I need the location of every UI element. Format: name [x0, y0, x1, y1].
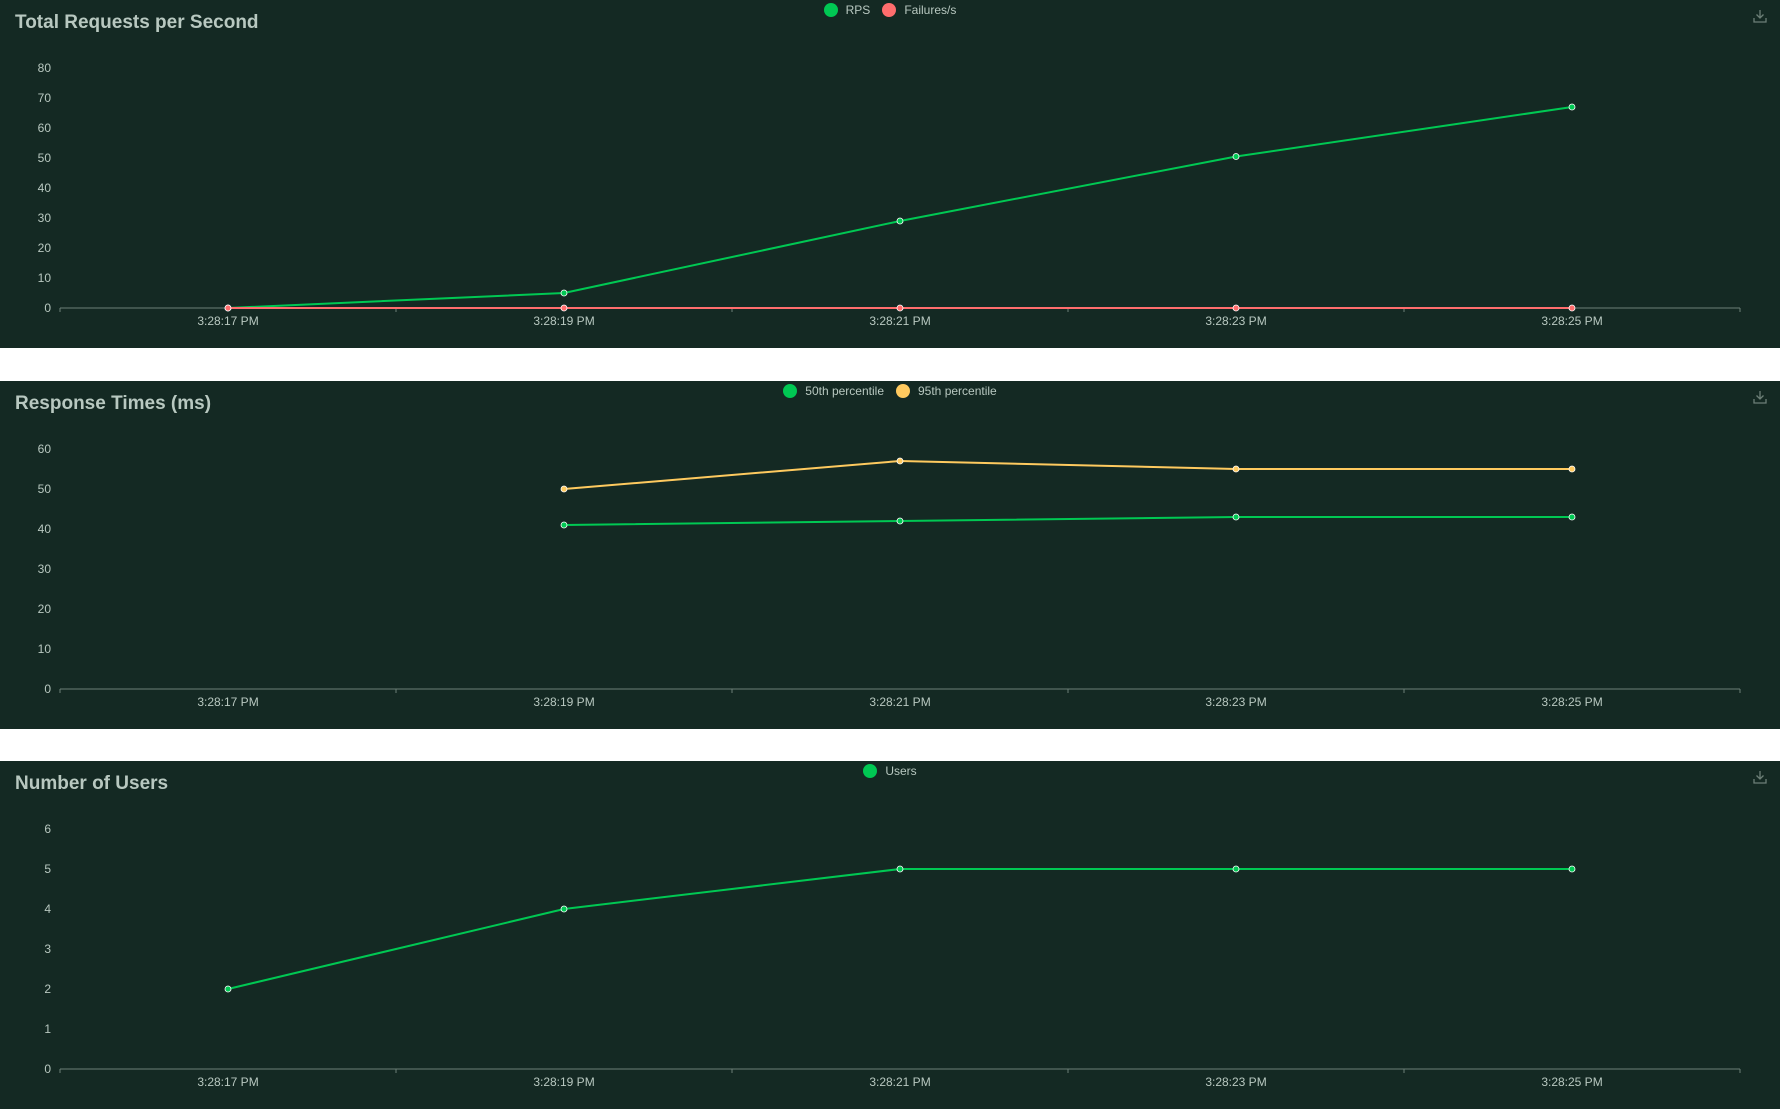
- x-tick-label: 3:28:21 PM: [869, 695, 930, 709]
- y-tick-label: 0: [44, 682, 51, 696]
- legend-marker: [882, 3, 897, 17]
- x-tick-label: 3:28:25 PM: [1541, 314, 1602, 328]
- y-tick-label: 20: [38, 602, 52, 616]
- x-tick-label: 3:28:21 PM: [869, 314, 930, 328]
- y-tick-label: 2: [44, 982, 51, 996]
- data-point: [560, 304, 568, 312]
- data-point: [1232, 513, 1240, 521]
- x-tick-label: 3:28:25 PM: [1541, 1075, 1602, 1089]
- data-point: [560, 485, 568, 493]
- y-tick-label: 0: [44, 1062, 51, 1076]
- chart-title: Response Times (ms): [15, 393, 212, 414]
- legend-item-rps[interactable]: RPS: [823, 3, 871, 17]
- y-tick-label: 60: [38, 442, 52, 456]
- y-tick-label: 60: [38, 121, 52, 135]
- data-point: [1232, 304, 1240, 312]
- y-tick-label: 1: [44, 1022, 51, 1036]
- series-line: [563, 516, 1572, 526]
- y-tick-label: 10: [38, 642, 52, 656]
- y-tick-label: 0: [44, 301, 51, 315]
- legend-marker: [783, 384, 798, 398]
- legend-item-95th-percentile[interactable]: 95th percentile: [896, 384, 997, 398]
- data-point: [896, 457, 904, 465]
- data-point: [224, 304, 232, 312]
- data-point: [1568, 304, 1576, 312]
- legend-label: 50th percentile: [805, 384, 884, 398]
- y-tick-label: 20: [38, 241, 52, 255]
- data-point: [896, 865, 904, 873]
- y-tick-label: 30: [38, 211, 52, 225]
- data-point: [896, 304, 904, 312]
- y-tick-label: 70: [38, 91, 52, 105]
- data-point: [560, 521, 568, 529]
- chart-legend: RPS Failures/s: [0, 3, 1780, 17]
- series-line: [227, 106, 1573, 309]
- chart-legend: Users: [0, 764, 1780, 778]
- legend-marker: [863, 764, 878, 778]
- legend-marker: [823, 3, 838, 17]
- data-point: [1232, 465, 1240, 473]
- y-tick-label: 5: [44, 862, 51, 876]
- y-tick-label: 10: [38, 271, 52, 285]
- data-point: [896, 517, 904, 525]
- x-tick-label: 3:28:17 PM: [197, 695, 258, 709]
- data-point: [560, 905, 568, 913]
- series-line: [563, 459, 1572, 490]
- y-tick-label: 4: [44, 902, 51, 916]
- x-tick-label: 3:28:21 PM: [869, 1075, 930, 1089]
- x-tick-label: 3:28:25 PM: [1541, 695, 1602, 709]
- data-point: [1568, 513, 1576, 521]
- x-tick-label: 3:28:19 PM: [533, 1075, 594, 1089]
- series-line: [227, 868, 1572, 990]
- y-tick-label: 50: [38, 482, 52, 496]
- data-point: [896, 217, 904, 225]
- response-times-chart-panel: Response Times (ms) 50th percentile 95th…: [0, 381, 1780, 729]
- x-tick-label: 3:28:17 PM: [197, 1075, 258, 1089]
- data-point: [1568, 103, 1576, 111]
- data-point: [1568, 865, 1576, 873]
- chart-plot-area: 3:28:17 PM 3:28:19 PM 3:28:21 PM 3:28:23 PM…: [38, 61, 1741, 328]
- x-tick-label: 3:28:19 PM: [533, 695, 594, 709]
- download-icon[interactable]: [1752, 769, 1768, 785]
- data-point: [1232, 153, 1240, 160]
- legend-label: Failures/s: [904, 3, 957, 17]
- chart-title: Number of Users: [15, 773, 169, 794]
- legend-marker: [896, 384, 910, 398]
- y-tick-label: 3: [44, 942, 51, 956]
- data-point: [1568, 465, 1576, 473]
- data-point: [224, 985, 232, 993]
- legend-label: RPS: [845, 3, 871, 17]
- chart-plot-area: 3:28:17 PM 3:28:19 PM 3:28:21 PM 3:28:23 PM…: [44, 822, 1741, 1089]
- y-tick-label: 50: [38, 151, 52, 165]
- download-icon[interactable]: [1752, 389, 1768, 405]
- x-tick-label: 3:28:23 PM: [1205, 314, 1266, 328]
- x-tick-label: 3:28:23 PM: [1205, 1075, 1266, 1089]
- legend-item-users[interactable]: Users: [863, 764, 917, 778]
- data-point: [560, 289, 568, 297]
- chart-legend: 50th percentile 95th percentile: [0, 384, 1780, 398]
- chart-title: Total Requests per Second: [15, 12, 259, 33]
- y-tick-label: 6: [44, 822, 51, 836]
- x-tick-label: 3:28:19 PM: [533, 314, 594, 328]
- y-tick-label: 40: [38, 522, 52, 536]
- legend-item-50th-percentile[interactable]: 50th percentile: [783, 384, 884, 398]
- x-tick-label: 3:28:17 PM: [197, 314, 258, 328]
- users-chart-panel: Number of Users Users 3:28:17 PM 3:28:19 …: [0, 761, 1780, 1109]
- y-tick-label: 80: [38, 61, 52, 75]
- y-tick-label: 40: [38, 181, 52, 195]
- legend-item-failures[interactable]: Failures/s: [882, 3, 956, 17]
- chart-plot-area: 3:28:17 PM 3:28:19 PM 3:28:21 PM 3:28:23 PM…: [38, 442, 1741, 709]
- rps-chart-panel: Total Requests per Second RPS Failures/s…: [0, 0, 1780, 348]
- y-tick-label: 30: [38, 562, 52, 576]
- download-icon[interactable]: [1752, 8, 1768, 24]
- legend-label: Users: [885, 764, 917, 778]
- legend-label: 95th percentile: [918, 384, 997, 398]
- x-tick-label: 3:28:23 PM: [1205, 695, 1266, 709]
- data-point: [1232, 865, 1240, 873]
